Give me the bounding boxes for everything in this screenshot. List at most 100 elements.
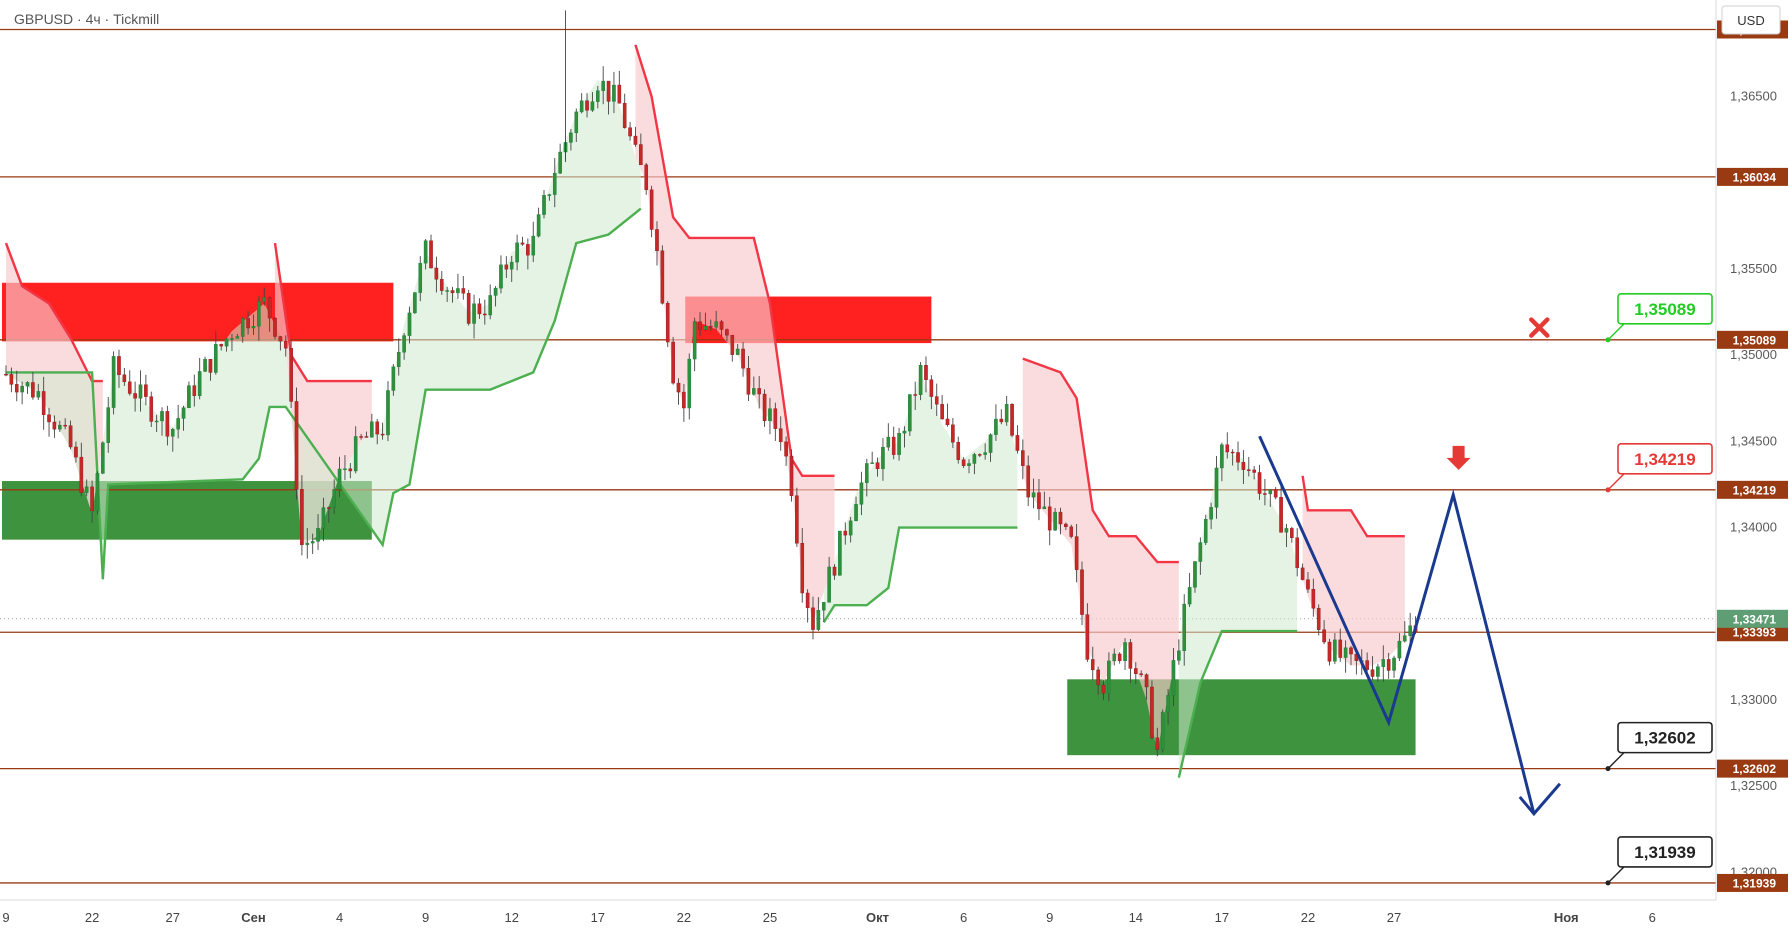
- projection-layer: [1258, 435, 1562, 817]
- candle-body: [154, 420, 159, 423]
- candle-body: [665, 303, 670, 343]
- time-tick-label: 22: [85, 910, 99, 925]
- price-tick-label: 1,34000: [1730, 520, 1777, 535]
- candle-body: [579, 100, 584, 113]
- candle-body: [257, 301, 261, 327]
- candle-body: [240, 318, 245, 337]
- candle-body: [881, 446, 885, 470]
- candle-body: [111, 356, 116, 408]
- candle-body: [1004, 404, 1009, 423]
- candle-body: [752, 388, 756, 395]
- candle-body: [811, 607, 815, 630]
- candle-body: [956, 442, 961, 460]
- candle-body: [692, 321, 697, 360]
- candle-body: [590, 101, 595, 111]
- candle-body: [472, 303, 476, 324]
- candle-body: [628, 127, 632, 137]
- candle-body: [1101, 684, 1106, 694]
- callout-box-1[interactable]: [1617, 443, 1713, 475]
- zones-layer: [2, 282, 1416, 756]
- candle-body: [596, 90, 600, 102]
- candle-body: [370, 421, 374, 438]
- candle-body: [9, 374, 14, 385]
- candle-body: [386, 390, 390, 436]
- candle-body: [1322, 629, 1326, 643]
- candle-body: [1246, 469, 1251, 471]
- candle-body: [348, 468, 353, 472]
- price-axis[interactable]: [1716, 0, 1789, 940]
- candle-body: [1349, 647, 1353, 655]
- candle-body: [1053, 511, 1057, 531]
- candle-body: [547, 194, 552, 196]
- candle-body: [1268, 489, 1273, 495]
- candle-body: [1214, 467, 1219, 508]
- time-tick-label: 9: [1046, 910, 1053, 925]
- candle-body: [708, 325, 713, 328]
- candle-body: [359, 436, 363, 438]
- callout-box-2[interactable]: [1617, 721, 1713, 754]
- candle-body: [1150, 686, 1154, 738]
- candle-body: [429, 240, 433, 269]
- candle-body: [1123, 642, 1127, 662]
- callout-box-0[interactable]: [1617, 293, 1713, 325]
- candle-body: [445, 290, 449, 292]
- candle-body: [821, 602, 826, 611]
- time-tick-label: 17: [591, 910, 605, 925]
- candle-body: [1381, 659, 1386, 667]
- candle-body: [407, 312, 412, 336]
- candle-body: [289, 348, 293, 402]
- candle-body: [805, 592, 810, 609]
- candle-body: [730, 334, 735, 355]
- candle-body: [1166, 695, 1170, 713]
- candles-layer: [4, 10, 1418, 757]
- level-badge-6: [1717, 873, 1788, 892]
- candle-body: [1338, 639, 1343, 658]
- candle-body: [20, 385, 24, 393]
- time-axis-ticks[interactable]: 9 22 27 Сен 4 9 12 17 22 25 Окт 6 9 14 17 22 27 Ноя 6: [2, 910, 1656, 925]
- candle-body: [1096, 669, 1100, 686]
- callout-label-1: 1,34219: [1634, 450, 1695, 469]
- candle-body: [1037, 492, 1041, 510]
- candle-body: [725, 329, 729, 336]
- candle-body: [391, 366, 396, 391]
- candle-body: [961, 459, 966, 466]
- candle-body: [4, 373, 8, 376]
- candle-body: [321, 507, 326, 529]
- candle-body: [434, 267, 439, 280]
- candle-body: [138, 384, 143, 399]
- candle-body: [622, 103, 627, 128]
- candle-body: [160, 411, 164, 422]
- callout-box-3[interactable]: [1617, 836, 1713, 868]
- candle-body: [1133, 668, 1138, 674]
- projection-path[interactable]: [1258, 435, 1536, 815]
- candle-body: [509, 261, 514, 270]
- candle-body: [520, 242, 525, 245]
- candle-body: [762, 393, 767, 422]
- candle-body: [230, 338, 234, 340]
- candle-body: [908, 394, 912, 432]
- candle-body: [832, 566, 837, 576]
- level-badge-1: [1717, 167, 1788, 186]
- callouts-layer: 1,35089 1,34219 1,32602 1,31939: [1605, 293, 1713, 886]
- candle-body: [1047, 506, 1052, 531]
- callout-label-3: 1,31939: [1634, 843, 1695, 862]
- candle-body: [1015, 435, 1020, 451]
- candle-body: [865, 463, 869, 483]
- candle-body: [380, 433, 385, 436]
- candle-body: [504, 264, 509, 270]
- candle-body: [816, 609, 821, 630]
- candle-body: [58, 424, 62, 430]
- candle-body: [924, 365, 928, 380]
- candle-body: [854, 504, 858, 522]
- candle-body: [41, 391, 46, 415]
- candle-body: [1327, 641, 1332, 662]
- candle-body: [940, 404, 944, 420]
- candle-body: [1386, 659, 1391, 671]
- currency-button[interactable]: [1721, 5, 1781, 35]
- candle-body: [1252, 469, 1256, 473]
- level-badge-label-5: 1,32602: [1733, 762, 1777, 776]
- price-tick-label: 1,36500: [1730, 89, 1777, 104]
- candle-body: [741, 348, 745, 369]
- candle-body: [1074, 536, 1079, 570]
